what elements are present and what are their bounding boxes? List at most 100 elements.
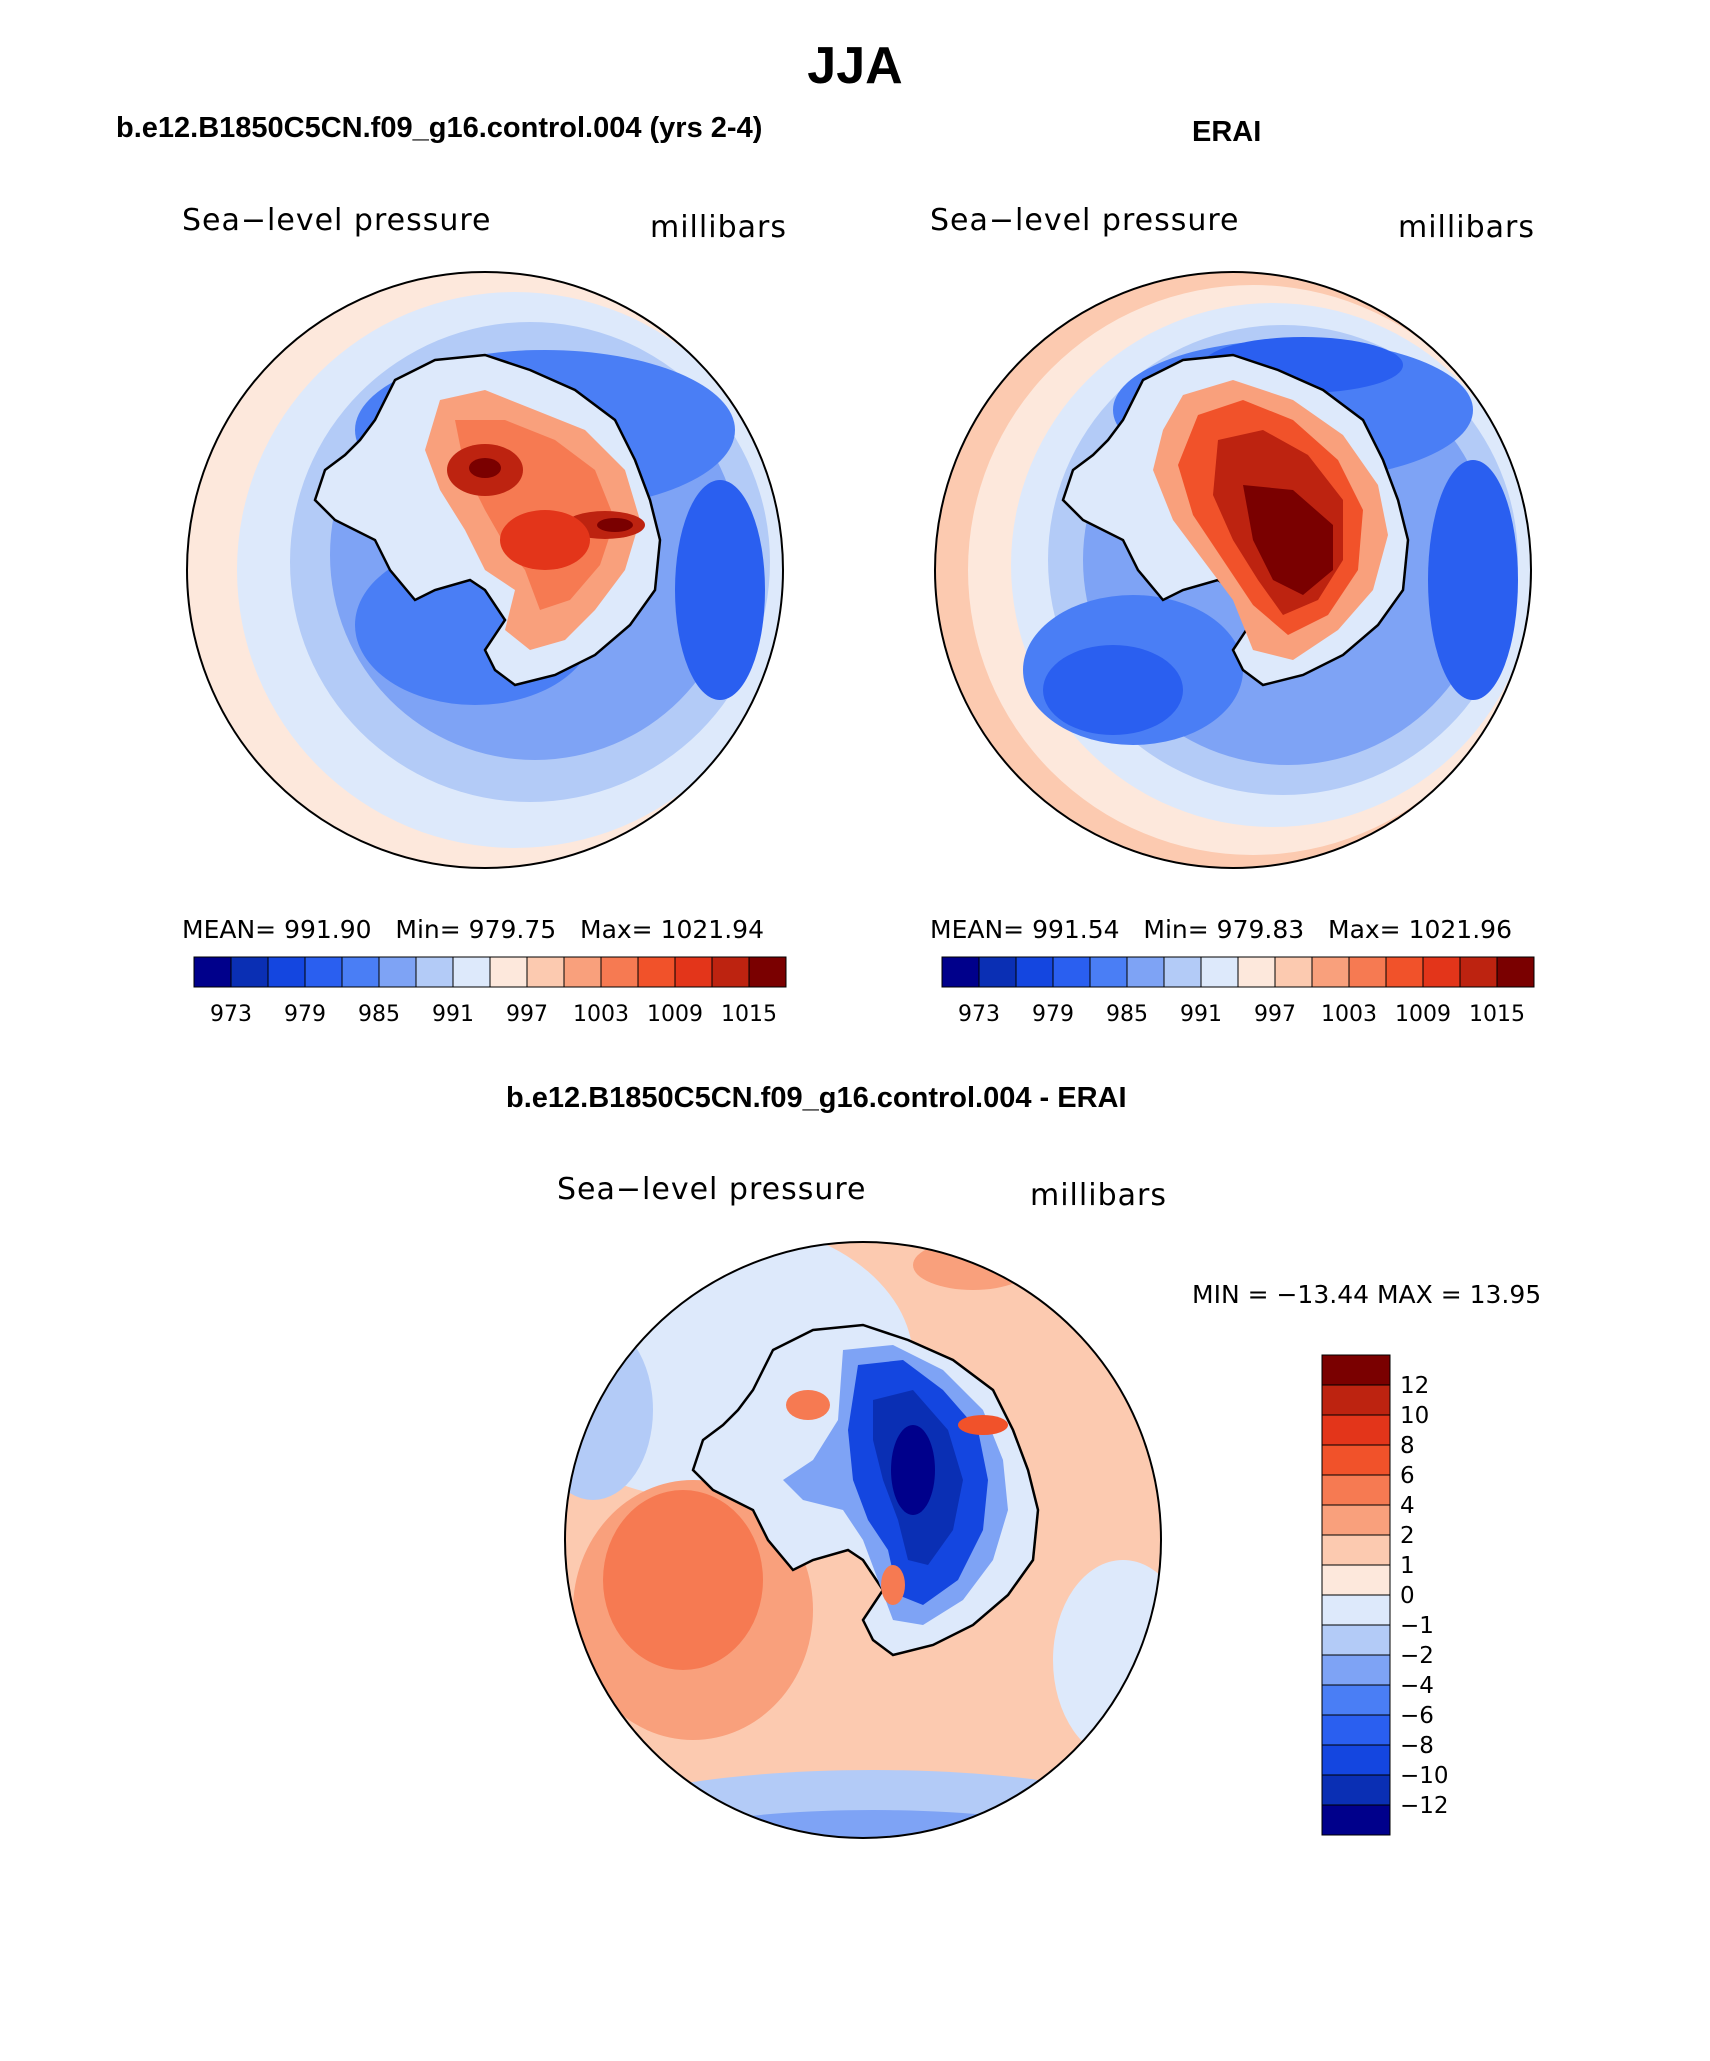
panel-title-model: b.e12.B1850C5CN.f09_g16.control.004 (yrs…	[116, 112, 763, 144]
colorbar-swatch	[489, 956, 528, 988]
colorbar-tick-label: 12	[1400, 1373, 1429, 1399]
colorbar-swatch	[1321, 1474, 1391, 1506]
colorbar-swatch	[1089, 956, 1128, 988]
colorbar-tick-label: 973	[210, 1002, 252, 1027]
stats-row-model: MEAN= 991.90 Min= 979.75 Max= 1021.94	[182, 915, 764, 944]
colorbar-swatches	[193, 956, 787, 988]
colorbar-tick-label: 997	[506, 1002, 548, 1027]
colorbar-tick-label: 991	[432, 1002, 474, 1027]
colorbar-tick-label: −4	[1400, 1673, 1434, 1699]
colorbar-swatch	[230, 956, 269, 988]
colorbar-swatch	[600, 956, 639, 988]
colorbar-swatch	[748, 956, 787, 988]
colorbar-swatch	[1321, 1534, 1391, 1566]
colorbar-swatch	[1321, 1564, 1391, 1596]
colorbar-swatch	[1321, 1444, 1391, 1476]
colorbar-swatch	[526, 956, 565, 988]
panel-title-erai: ERAI	[1192, 116, 1262, 148]
minmax-text-difference: MIN = −13.44 MAX = 13.95	[1192, 1280, 1542, 1309]
mean-value: 991.90	[284, 915, 372, 944]
min-label: Min=	[395, 915, 461, 944]
colorbar-swatch	[1321, 1414, 1391, 1446]
colorbar-swatch	[1321, 1354, 1391, 1386]
colorbar-tick-label: 1015	[1469, 1002, 1525, 1027]
colorbar-swatch	[1274, 956, 1313, 988]
colorbar-tick-label: −8	[1400, 1733, 1434, 1759]
colorbar-swatch	[1015, 956, 1054, 988]
panel-title-difference: b.e12.B1850C5CN.f09_g16.control.004 - ER…	[506, 1082, 1127, 1114]
max-value: 1021.94	[660, 915, 764, 944]
colorbar-tick-label: 1003	[1321, 1002, 1377, 1027]
colorbar-tick-label: −12	[1400, 1793, 1449, 1819]
colorbar-swatch	[1321, 1744, 1391, 1776]
colorbar-tick-label: 2	[1400, 1523, 1415, 1549]
colorbar-swatch	[1052, 956, 1091, 988]
colorbar-tick-label: 1009	[647, 1002, 703, 1027]
mean-label: MEAN=	[182, 915, 277, 944]
min-label: Min=	[1143, 915, 1209, 944]
colorbar-tick-label: 10	[1400, 1403, 1429, 1429]
variable-label-erai: Sea−level pressure	[930, 203, 1240, 238]
colorbar-swatch	[1321, 1714, 1391, 1746]
units-label-erai: millibars	[1398, 210, 1535, 245]
colorbar-ticks: 973 979 985 991 997 1003 1009 1015	[210, 1002, 777, 1027]
units-label-model: millibars	[650, 210, 787, 245]
colorbar-tick-label: 1003	[573, 1002, 629, 1027]
colorbar-swatch	[452, 956, 491, 988]
colorbar-swatch	[304, 956, 343, 988]
colorbar-tick-label: −1	[1400, 1613, 1434, 1639]
colorbar-swatch	[711, 956, 750, 988]
colorbar-erai: 973 979 985 991 997 1003 1009 1015	[941, 956, 1535, 1027]
colorbar-tick-label: −6	[1400, 1703, 1434, 1729]
colorbar-model: 973 979 985 991 997 1003 1009 1015	[193, 956, 787, 1027]
variable-label-model: Sea−level pressure	[182, 203, 492, 238]
colorbar-tick-label: 985	[1106, 1002, 1148, 1027]
colorbar-swatch	[193, 956, 232, 988]
colorbar-swatch	[1496, 956, 1535, 988]
colorbar-tick-label: 991	[1180, 1002, 1222, 1027]
colorbar-tick-label: 1009	[1395, 1002, 1451, 1027]
colorbar-swatch	[1321, 1504, 1391, 1536]
colorbar-swatch	[1321, 1804, 1391, 1836]
min-value: 979.75	[468, 915, 557, 944]
colorbar-swatches	[1321, 1354, 1391, 1836]
max-value: 1021.96	[1408, 915, 1512, 944]
colorbar-swatch	[1321, 1384, 1391, 1416]
colorbar-swatch	[1321, 1654, 1391, 1686]
max-label: Max=	[1328, 915, 1401, 944]
mean-label: MEAN=	[930, 915, 1025, 944]
colorbar-swatch	[1321, 1684, 1391, 1716]
colorbar-tick-label: 985	[358, 1002, 400, 1027]
colorbar-tick-label: 8	[1400, 1433, 1415, 1459]
colorbar-swatch	[1126, 956, 1165, 988]
colorbar-swatch	[1422, 956, 1461, 988]
colorbar-swatch	[415, 956, 454, 988]
colorbar-tick-label: 979	[1032, 1002, 1074, 1027]
colorbar-swatch	[1385, 956, 1424, 988]
units-label-difference: millibars	[1030, 1178, 1167, 1213]
colorbar-swatch	[378, 956, 417, 988]
colorbar-tick-label: −2	[1400, 1643, 1434, 1669]
min-value: 979.83	[1216, 915, 1305, 944]
colorbar-swatch	[1321, 1774, 1391, 1806]
colorbar-swatch	[1163, 956, 1202, 988]
figure-title: JJA	[807, 37, 903, 95]
colorbar-swatch	[1311, 956, 1350, 988]
colorbar-swatch	[341, 956, 380, 988]
colorbar-swatch	[1200, 956, 1239, 988]
colorbar-swatch	[1321, 1594, 1391, 1626]
stats-row-erai: MEAN= 991.54 Min= 979.83 Max= 1021.96	[930, 915, 1512, 944]
colorbar-swatch	[1459, 956, 1498, 988]
colorbar-swatch	[674, 956, 713, 988]
polar-map-model	[186, 271, 784, 869]
colorbar-tick-label: 973	[958, 1002, 1000, 1027]
colorbar-swatches	[941, 956, 1535, 988]
colorbar-tick-label: 4	[1400, 1493, 1415, 1519]
polar-map-erai	[934, 271, 1532, 869]
colorbar-swatch	[1237, 956, 1276, 988]
colorbar-swatch	[1321, 1624, 1391, 1656]
colorbar-swatch	[1348, 956, 1387, 988]
colorbar-tick-label: 1	[1400, 1553, 1415, 1579]
colorbar-swatch	[941, 956, 980, 988]
